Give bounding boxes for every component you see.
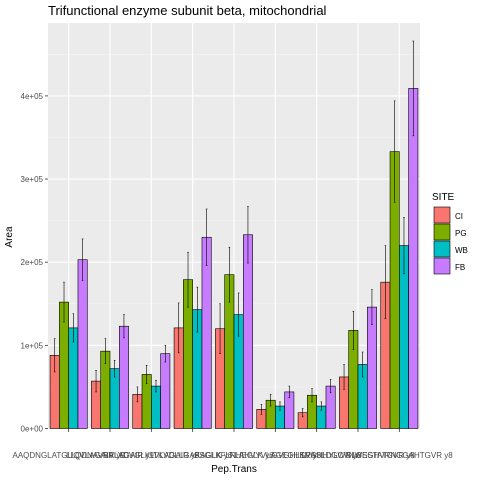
x-tick-label: FLAHVYVLAGEGHKR y8 — [230, 451, 322, 460]
bar-fb — [366, 306, 377, 429]
x-tick-label: SALYDVGLKLVLAGAIR y9 — [103, 451, 200, 460]
bar-wb — [68, 327, 79, 429]
y-tick-label: 1e+05 — [21, 341, 44, 350]
legend: SITE CI PG WB FB — [432, 192, 468, 275]
legend-label-pg: PG — [455, 229, 467, 238]
legend-label-ci: CI — [455, 212, 463, 221]
x-axis-label: Pep.Trans — [211, 464, 257, 475]
x-tick-label: LLQDNAVRVLAGAIR y9 — [66, 451, 154, 460]
legend-key-fb — [433, 257, 451, 275]
x-tick-label: SLGEGHVRNGGAHTGVR y8 — [346, 451, 453, 460]
chart-title: Trifunctional enzyme subunit beta, mitoc… — [48, 3, 327, 18]
legend-key-wb — [433, 240, 451, 258]
y-tick-label: 2e+05 — [21, 258, 44, 267]
x-tick-label: GVGHLSVGHHYLWR y8 — [272, 451, 362, 460]
legend-title: SITE — [432, 192, 455, 203]
bar-fb — [119, 325, 129, 429]
bar-fb — [408, 88, 419, 429]
y-tick-label: 3e+05 — [21, 175, 44, 184]
x-tick-label: TKVDLLGAKAGLK y6 — [153, 451, 233, 460]
bar-fb — [201, 236, 212, 429]
legend-key-ci — [433, 206, 451, 224]
x-tick-label: AAQDNGLATGUQVLAGAIR y9 — [13, 451, 126, 460]
y-tick-label: 4e+05 — [21, 92, 44, 101]
y-tick-label: 0e+00 — [21, 425, 44, 434]
y-axis: 0e+00 1e+05 2e+05 3e+05 4e+05 — [21, 92, 48, 434]
legend-key-pg — [433, 223, 451, 241]
bar-wb — [109, 368, 120, 429]
y-axis-label: Area — [4, 226, 15, 248]
bars — [49, 40, 419, 429]
bar-fb — [160, 353, 171, 429]
legend-label-fb: FB — [455, 263, 465, 272]
x-tick-label: LPASLDGCVNWSSTATGVR y8 — [301, 451, 415, 460]
bar-fb — [77, 259, 88, 429]
bar-wb — [151, 385, 161, 429]
legend-label-wb: WB — [455, 246, 468, 255]
x-tick-label: FSGLKFLNHEGLK y6 — [194, 451, 274, 460]
bar-fb — [243, 234, 253, 429]
